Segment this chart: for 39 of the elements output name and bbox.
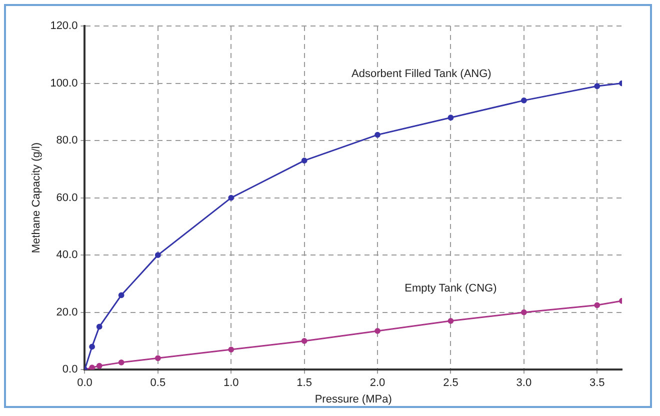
point — [374, 328, 380, 334]
y-tick-label: 100.0 — [50, 77, 78, 90]
x-tick-label: 3.5 — [589, 377, 605, 390]
point — [374, 132, 380, 138]
x-tick-label: 1.0 — [223, 377, 239, 390]
x-tick-label: 2.0 — [370, 377, 386, 390]
point — [448, 114, 454, 121]
y-tick-label: 0.0 — [62, 364, 78, 376]
y-tick-label: 120.0 — [50, 20, 78, 32]
series-label: Empty Tank (CNG) — [404, 282, 497, 295]
point — [118, 359, 124, 366]
point — [96, 324, 102, 330]
point — [96, 362, 102, 369]
x-axis-title: Pressure (MPa) — [314, 393, 392, 406]
point — [154, 252, 161, 258]
x-tick-label: 0.0 — [77, 377, 92, 390]
y-tick-label: 20.0 — [56, 306, 78, 318]
point — [594, 302, 600, 308]
point — [520, 309, 527, 316]
y-tick-label: 80.0 — [56, 134, 78, 147]
point — [301, 158, 308, 164]
y-tick-label: 60.0 — [56, 192, 78, 204]
x-tick-label: 0.5 — [150, 377, 166, 390]
point — [228, 194, 234, 201]
x-tick-label: 2.5 — [443, 377, 458, 390]
point — [89, 344, 95, 350]
x-tick-label: 3.0 — [516, 377, 532, 390]
text: Adsorbent Filled Tank (ANG) — [352, 68, 492, 80]
y-tick-label: 40.0 — [56, 249, 78, 262]
point — [89, 364, 95, 370]
point — [594, 83, 600, 90]
point — [228, 346, 234, 353]
point — [118, 292, 124, 298]
y-axis-title: Methane Capacity (g/l) — [30, 142, 43, 254]
point — [154, 355, 161, 362]
point — [301, 338, 308, 344]
point — [520, 97, 527, 104]
point — [448, 318, 454, 324]
x-tick-label: 1.5 — [296, 377, 312, 390]
